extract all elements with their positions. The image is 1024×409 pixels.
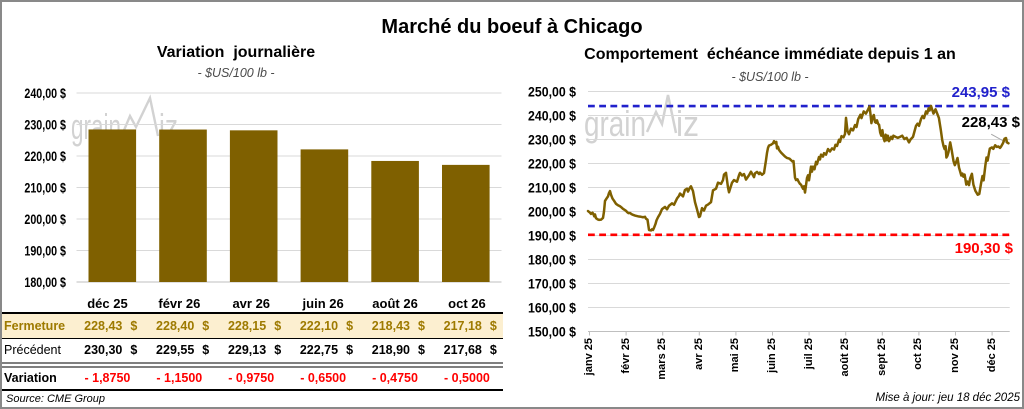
svg-text:240,00 $: 240,00 $	[24, 86, 66, 101]
svg-text:230,00 $: 230,00 $	[24, 118, 66, 133]
svg-text:180,00 $: 180,00 $	[528, 253, 576, 268]
svg-text:160,00 $: 160,00 $	[528, 301, 576, 316]
svg-text:230,00 $: 230,00 $	[528, 133, 576, 148]
svg-text:190,00 $: 190,00 $	[528, 229, 576, 244]
svg-text:iz: iz	[676, 103, 699, 144]
svg-text:180,00 $: 180,00 $	[24, 275, 66, 290]
svg-text:220,00 $: 220,00 $	[528, 157, 576, 172]
svg-text:200,00 $: 200,00 $	[24, 212, 66, 227]
svg-text:240,00 $: 240,00 $	[528, 109, 576, 124]
svg-text:150,00 $: 150,00 $	[528, 325, 576, 340]
svg-text:grain: grain	[584, 103, 646, 144]
svg-text:200,00 $: 200,00 $	[528, 205, 576, 220]
svg-text:250,00 $: 250,00 $	[528, 85, 576, 100]
svg-text:170,00 $: 170,00 $	[528, 277, 576, 292]
svg-text:190,00 $: 190,00 $	[24, 244, 66, 259]
svg-text:210,00 $: 210,00 $	[528, 181, 576, 196]
svg-text:220,00 $: 220,00 $	[24, 149, 66, 164]
svg-text:210,00 $: 210,00 $	[24, 181, 66, 196]
